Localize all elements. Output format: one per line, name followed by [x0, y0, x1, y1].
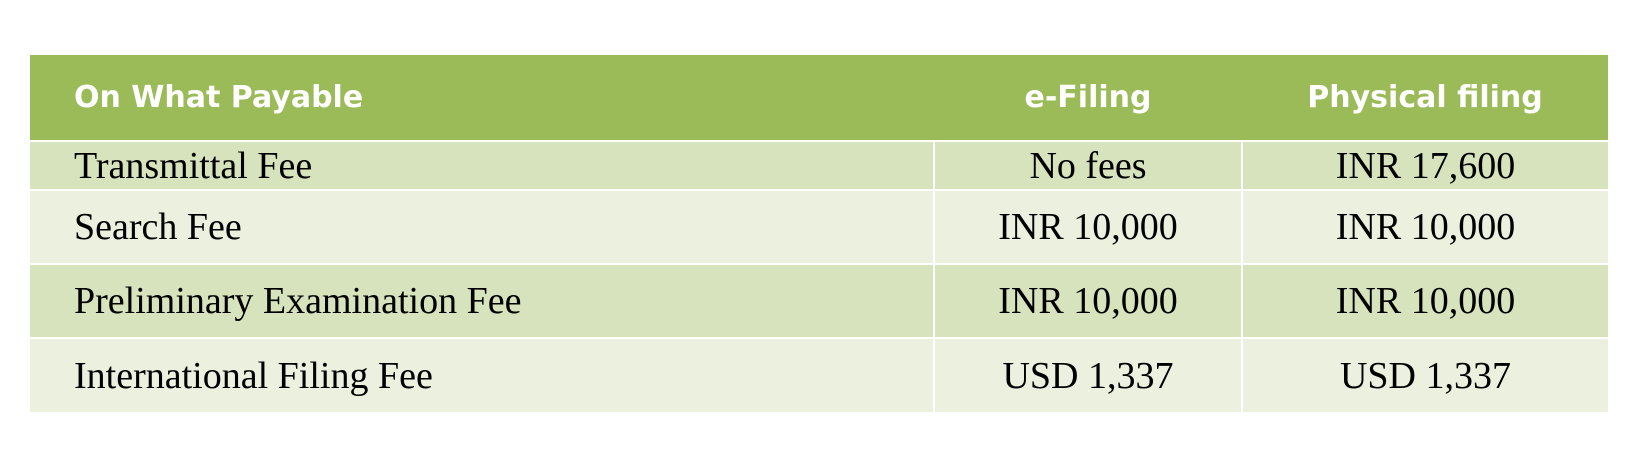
fee-label: Search Fee [30, 189, 934, 264]
e-filing-value: No fees [933, 140, 1242, 190]
fee-label: Preliminary Examination Fee [30, 263, 934, 338]
fee-table: On What Payable e-Filing Physical filing… [30, 55, 1608, 412]
physical-filing-value: USD 1,337 [1241, 337, 1608, 412]
table-row: Preliminary Examination Fee INR 10,000 I… [30, 263, 1608, 338]
table-header: On What Payable e-Filing Physical filing [30, 55, 1608, 142]
header-on-what-payable: On What Payable [30, 55, 934, 142]
table-row: International Filing Fee USD 1,337 USD 1… [30, 337, 1608, 412]
physical-filing-value: INR 17,600 [1241, 140, 1608, 190]
table-row: Transmittal Fee No fees INR 17,600 [30, 140, 1608, 190]
table-body: Transmittal Fee No fees INR 17,600 Searc… [30, 140, 1608, 412]
table-row: Search Fee INR 10,000 INR 10,000 [30, 189, 1608, 264]
header-physical-filing: Physical filing [1242, 55, 1608, 142]
physical-filing-value: INR 10,000 [1241, 263, 1608, 338]
e-filing-value: INR 10,000 [933, 189, 1242, 264]
physical-filing-value: INR 10,000 [1241, 189, 1608, 264]
header-row: On What Payable e-Filing Physical filing [30, 55, 1608, 142]
fee-label: Transmittal Fee [30, 140, 934, 190]
header-e-filing: e-Filing [934, 55, 1242, 142]
e-filing-value: INR 10,000 [933, 263, 1242, 338]
fee-label: International Filing Fee [30, 337, 934, 412]
e-filing-value: USD 1,337 [933, 337, 1242, 412]
